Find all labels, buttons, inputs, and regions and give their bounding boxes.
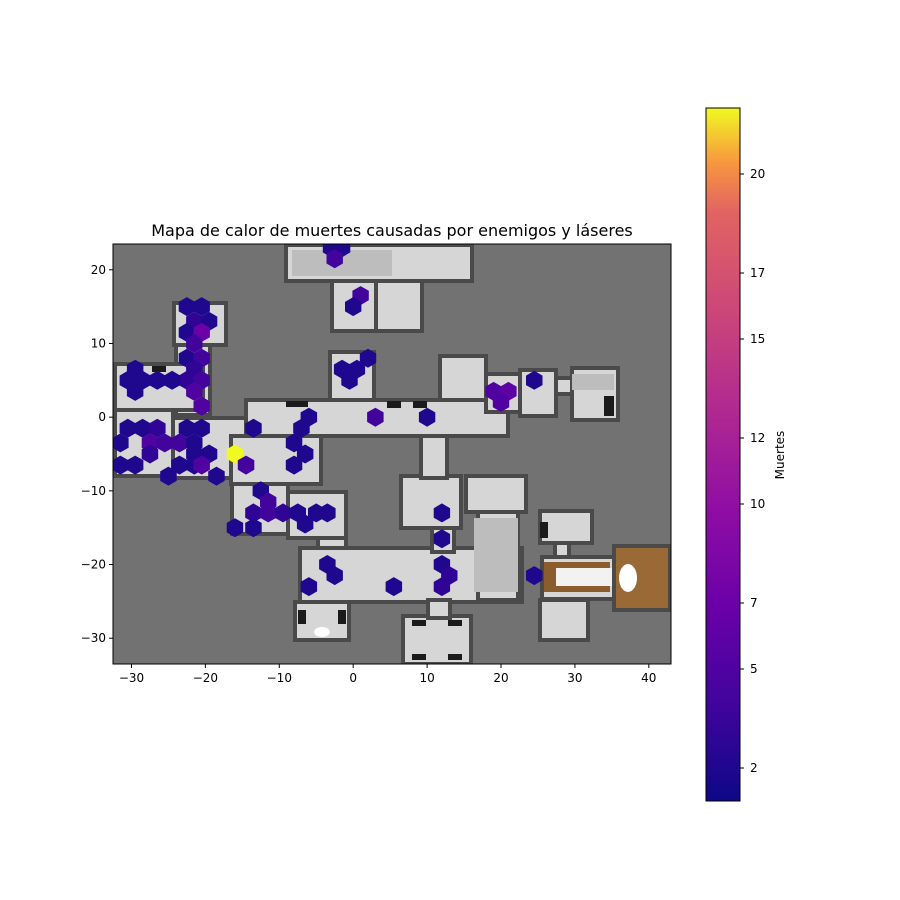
hexbin-cell bbox=[113, 433, 129, 453]
hexbin-cell bbox=[193, 297, 210, 317]
hexbin-cell bbox=[367, 407, 384, 427]
hexbin-cell bbox=[433, 529, 451, 549]
colorbar-ticks: 2 5 7 10 12 15 17 20 bbox=[740, 167, 765, 775]
x-tick-label: −30 bbox=[119, 671, 144, 685]
x-tick-label: 0 bbox=[349, 671, 357, 685]
hexbin-cell bbox=[226, 444, 244, 464]
hexbin-cell bbox=[345, 297, 362, 317]
hexbin-cell bbox=[326, 566, 343, 586]
hexbin-cell bbox=[141, 444, 159, 464]
hexbin-cell bbox=[178, 297, 196, 317]
hexbin-cell bbox=[300, 577, 318, 597]
y-axis-ticks: 20 10 0 −10 −20 −30 bbox=[81, 263, 113, 645]
x-tick-label: 30 bbox=[567, 671, 582, 685]
colorbar-tick-label: 12 bbox=[750, 431, 765, 445]
hexbin-cell bbox=[274, 503, 292, 523]
hexbin-cell bbox=[193, 455, 210, 475]
x-tick-label: 10 bbox=[419, 671, 434, 685]
colorbar-tick-label: 20 bbox=[750, 167, 765, 181]
hexbin-cell bbox=[245, 503, 262, 523]
hexbin-cell bbox=[319, 503, 336, 523]
x-tick-label: −10 bbox=[267, 671, 292, 685]
axes-frame bbox=[112, 243, 672, 665]
hexbin-cell bbox=[385, 577, 403, 597]
colorbar: 2 5 7 10 12 15 17 20 Muertes bbox=[705, 107, 787, 802]
hexbin-cell bbox=[341, 370, 358, 390]
hexbin-cell bbox=[245, 518, 262, 538]
hexbin-cell bbox=[156, 433, 173, 453]
hexbin-cell bbox=[160, 466, 177, 486]
hexbin-cell bbox=[433, 577, 451, 597]
hexbin-cell bbox=[134, 418, 151, 438]
hexbin-cell bbox=[113, 455, 129, 475]
hexbin-cell bbox=[526, 370, 543, 390]
hexbin-cell bbox=[296, 444, 314, 464]
hexbin-cell bbox=[245, 418, 262, 438]
hexbin-cell bbox=[285, 433, 303, 453]
x-axis-ticks: −30 −20 −10 0 10 20 30 40 bbox=[119, 664, 656, 685]
plot-area bbox=[113, 244, 671, 664]
hexbin-cell bbox=[433, 503, 451, 523]
hexbin-cell bbox=[119, 418, 136, 438]
y-tick-label: −30 bbox=[81, 631, 106, 645]
hexbin-cell bbox=[171, 455, 188, 475]
y-tick-label: −20 bbox=[81, 558, 106, 572]
furniture bbox=[152, 366, 637, 660]
chart-title: Mapa de calor de muertes causadas por en… bbox=[151, 221, 633, 240]
colorbar-tick-label: 17 bbox=[750, 266, 765, 280]
colorbar-tick-label: 15 bbox=[750, 332, 765, 346]
colorbar-label: Muertes bbox=[773, 431, 787, 480]
hexbin-cell bbox=[126, 455, 144, 475]
hexbin-cell bbox=[326, 249, 343, 269]
y-tick-label: 20 bbox=[91, 263, 106, 277]
hexbin-cell bbox=[359, 348, 377, 368]
y-tick-label: 0 bbox=[98, 410, 106, 424]
hexbin-cell bbox=[260, 503, 277, 523]
hexbin-cell bbox=[237, 455, 255, 475]
hexbin-cells bbox=[113, 244, 543, 597]
hexbin-cell bbox=[126, 381, 144, 401]
y-tick-label: 10 bbox=[91, 336, 106, 350]
hexbin-cell bbox=[208, 466, 225, 486]
hexbin-cell bbox=[149, 418, 166, 438]
hexbin-cell bbox=[296, 514, 314, 534]
colorbar-tick-label: 7 bbox=[750, 596, 758, 610]
hexbin-cell bbox=[418, 407, 436, 427]
x-tick-label: 40 bbox=[641, 671, 656, 685]
hexbin-cell bbox=[193, 396, 210, 416]
y-tick-label: −10 bbox=[81, 484, 106, 498]
hexbin-cell bbox=[149, 370, 166, 390]
colorbar-tick-label: 5 bbox=[750, 662, 758, 676]
x-tick-label: −20 bbox=[193, 671, 218, 685]
hexbin-cell bbox=[186, 334, 203, 353]
colorbar-tick-label: 2 bbox=[750, 761, 758, 775]
x-tick-label: 20 bbox=[493, 671, 508, 685]
hexbin-cell bbox=[178, 418, 196, 438]
colorbar-gradient bbox=[705, 107, 741, 802]
hexbin-cell bbox=[186, 381, 203, 401]
hexbin-cell bbox=[526, 566, 543, 586]
hexbin-cell bbox=[226, 518, 244, 538]
hexbin-cell bbox=[193, 418, 210, 438]
hexbin-cell bbox=[163, 370, 181, 390]
hexbin-cell bbox=[171, 433, 188, 453]
hexbin-cell bbox=[492, 392, 510, 412]
hexbin-cell bbox=[285, 455, 303, 475]
hexbin-cell bbox=[293, 418, 310, 438]
colorbar-tick-label: 10 bbox=[750, 497, 765, 511]
